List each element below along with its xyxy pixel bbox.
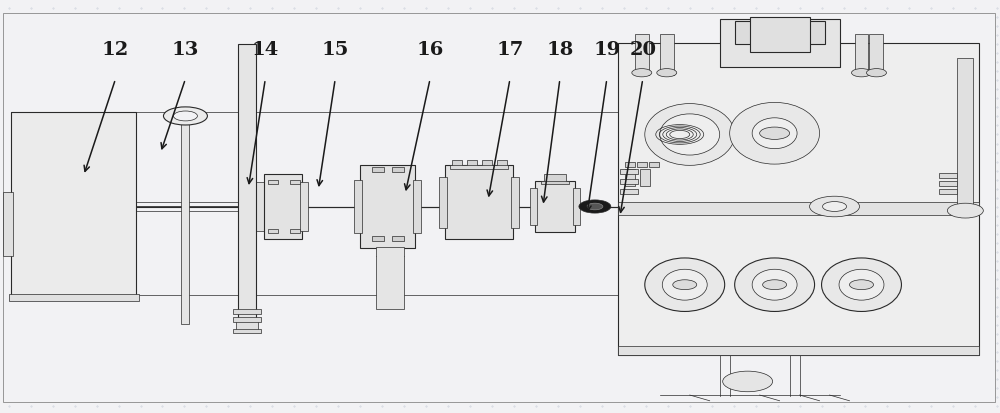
Bar — [372, 167, 384, 172]
Bar — [939, 173, 957, 178]
Circle shape — [579, 200, 611, 213]
Circle shape — [866, 69, 886, 77]
Bar — [720, 19, 840, 66]
Bar — [452, 160, 462, 167]
Text: 13: 13 — [172, 41, 199, 59]
Bar — [268, 180, 278, 184]
Bar — [256, 182, 264, 231]
Bar — [625, 162, 635, 167]
Bar — [618, 202, 979, 215]
Text: 15: 15 — [322, 41, 349, 59]
Bar — [354, 180, 362, 233]
Ellipse shape — [730, 102, 820, 164]
Bar — [573, 188, 580, 225]
Bar — [939, 181, 957, 186]
Bar — [620, 189, 638, 194]
Bar — [236, 321, 258, 330]
Bar — [544, 174, 566, 183]
Bar — [467, 160, 477, 167]
Bar — [450, 165, 508, 169]
Bar — [372, 236, 384, 241]
Bar — [264, 173, 302, 240]
Circle shape — [587, 203, 603, 210]
Bar — [233, 309, 261, 313]
Ellipse shape — [822, 258, 901, 311]
Bar — [482, 160, 492, 167]
Ellipse shape — [735, 258, 815, 311]
Bar — [957, 58, 973, 215]
Bar — [9, 294, 139, 301]
Bar — [618, 43, 979, 355]
Bar — [233, 329, 261, 333]
Circle shape — [723, 371, 773, 392]
Bar — [618, 346, 979, 355]
Circle shape — [850, 280, 873, 290]
Ellipse shape — [660, 114, 720, 155]
Bar — [649, 162, 659, 167]
Ellipse shape — [839, 269, 884, 300]
Bar — [735, 21, 825, 44]
Text: 17: 17 — [496, 41, 524, 59]
Bar — [233, 317, 261, 322]
Bar — [637, 162, 647, 167]
Bar — [392, 167, 404, 172]
Bar — [360, 165, 415, 248]
Bar — [535, 181, 575, 232]
Bar — [750, 17, 810, 52]
Ellipse shape — [645, 104, 735, 165]
Bar — [300, 182, 308, 231]
Circle shape — [163, 107, 207, 125]
Bar — [268, 229, 278, 233]
Bar — [439, 177, 447, 228]
Bar — [376, 247, 404, 309]
Circle shape — [947, 203, 983, 218]
Bar — [640, 169, 650, 186]
Circle shape — [823, 202, 847, 211]
Circle shape — [173, 111, 197, 121]
Circle shape — [763, 280, 787, 290]
Text: 20: 20 — [629, 41, 656, 59]
Bar — [445, 165, 513, 240]
Bar — [290, 229, 300, 233]
Bar — [855, 33, 868, 75]
Bar — [541, 180, 569, 184]
Bar — [620, 169, 638, 173]
Bar — [3, 192, 13, 256]
Ellipse shape — [662, 269, 707, 300]
Bar — [181, 118, 189, 324]
Ellipse shape — [752, 269, 797, 300]
Bar — [635, 33, 649, 75]
Text: 19: 19 — [593, 41, 620, 59]
Text: 18: 18 — [546, 41, 574, 59]
Text: 14: 14 — [252, 41, 279, 59]
Bar — [413, 180, 421, 233]
Bar — [939, 189, 957, 194]
Ellipse shape — [752, 118, 797, 149]
Bar — [530, 188, 537, 225]
Circle shape — [657, 69, 677, 77]
Circle shape — [673, 280, 697, 290]
Bar — [290, 180, 300, 184]
Bar — [620, 179, 638, 184]
Text: 12: 12 — [102, 41, 129, 59]
Circle shape — [760, 127, 790, 140]
Bar — [392, 236, 404, 241]
Bar — [238, 44, 256, 324]
Circle shape — [810, 196, 860, 217]
Text: 16: 16 — [416, 41, 444, 59]
Bar — [511, 177, 519, 228]
Bar — [660, 33, 674, 75]
Bar — [497, 160, 507, 167]
Bar — [869, 33, 883, 75]
Circle shape — [852, 69, 871, 77]
Bar — [11, 112, 136, 295]
Ellipse shape — [645, 258, 725, 311]
Circle shape — [632, 69, 652, 77]
Bar — [625, 169, 635, 186]
